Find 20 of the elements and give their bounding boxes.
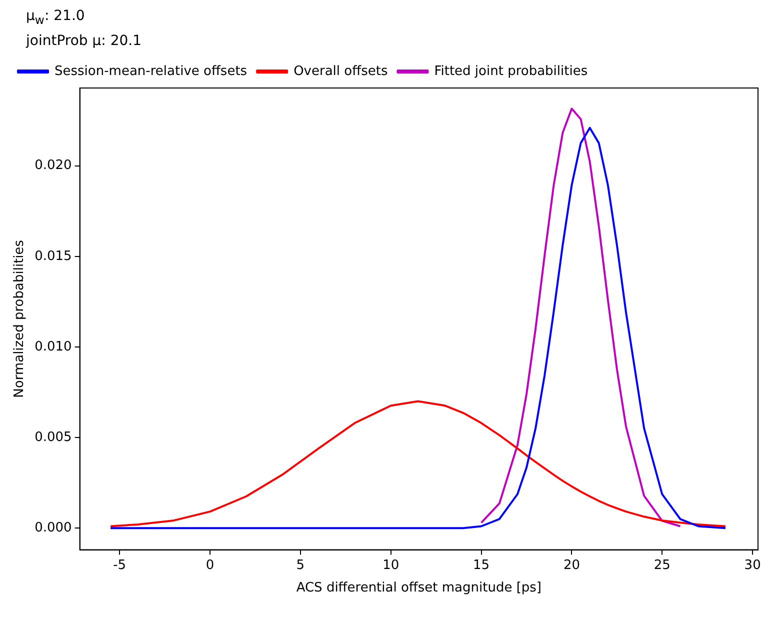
y-tick-label: 0.010 (34, 339, 72, 354)
text: jointProb μ: 20.1 (26, 32, 142, 49)
y-tick-label: 0.005 (34, 430, 72, 445)
y-tick-label: 0.015 (34, 248, 72, 264)
y-axis-title: Normalized probabilities (12, 240, 28, 398)
x-axis-title: ACS differential offset magnitude [ps] (296, 580, 542, 596)
x-tick-label: 25 (654, 558, 670, 573)
y-tick-label: 0.020 (34, 158, 72, 174)
y-tick-label: 0.000 (34, 520, 72, 536)
x-tick-label: 5 (296, 558, 305, 573)
legend-label: Fitted joint probabilities (434, 64, 588, 79)
x-tick-label: 15 (473, 558, 490, 573)
legend-label: Overall offsets (294, 64, 388, 79)
text: μ$_{w}$: 21.0 (26, 8, 86, 27)
x-tick-label: 10 (382, 558, 400, 573)
legend-label: Session-mean-relative offsets (54, 64, 248, 79)
x-tick-label: 0 (206, 558, 214, 573)
x-tick-label: 30 (744, 558, 761, 573)
x-tick-label: 20 (563, 558, 580, 573)
x-tick-label: -5 (113, 558, 126, 573)
